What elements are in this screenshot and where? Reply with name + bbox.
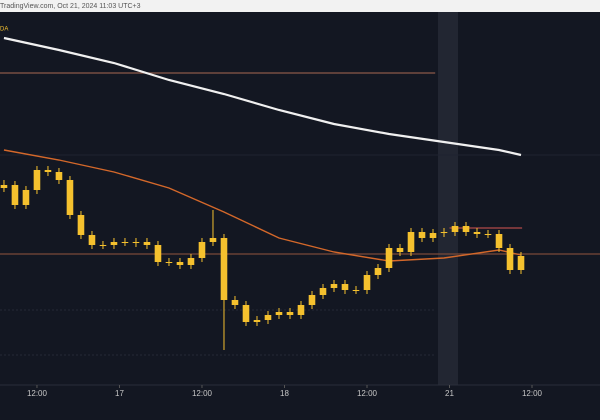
candle-body: [220, 238, 228, 300]
candle-body: [341, 284, 349, 290]
candle-body: [187, 258, 195, 265]
candle-body: [99, 245, 107, 246]
x-tick-label: 17: [115, 389, 124, 398]
candle-body: [0, 185, 8, 188]
x-tick-label: 12:00: [27, 389, 48, 398]
session-highlight: [438, 12, 458, 385]
candle-body: [154, 245, 162, 262]
candle-body: [132, 242, 140, 243]
x-tick-label: 12:00: [192, 389, 213, 398]
candle-body: [473, 232, 481, 234]
candle-body: [396, 248, 404, 252]
candle-body: [275, 312, 283, 315]
candle-body: [308, 295, 316, 305]
candle-body: [198, 242, 206, 258]
x-tick-label: 12:00: [522, 389, 543, 398]
candle-body: [462, 226, 470, 232]
x-tick-label: 21: [445, 389, 454, 398]
candle-body: [121, 242, 129, 243]
candle-body: [143, 242, 151, 245]
candle-body: [77, 215, 85, 235]
candle-body: [55, 172, 63, 180]
candle-body: [407, 232, 415, 252]
x-tick-label: 12:00: [357, 389, 378, 398]
candle-body: [418, 232, 426, 238]
moving-average: [3, 149, 522, 262]
candle-body: [330, 284, 338, 288]
candle-body: [517, 256, 525, 270]
candle-body: [495, 234, 503, 248]
candle-body: [165, 262, 173, 263]
candle-body: [11, 185, 19, 205]
moving-average: [3, 36, 522, 157]
candle-body: [440, 232, 448, 233]
x-tick-label: 18: [280, 389, 289, 398]
candle-body: [253, 320, 261, 322]
candle-body: [66, 180, 74, 215]
candle-body: [484, 234, 492, 235]
header-text: TradingView.com, Oct 21, 2024 11:03 UTC+…: [0, 3, 141, 10]
candle-body: [385, 248, 393, 268]
candle-body: [451, 226, 459, 232]
candle-body: [429, 233, 437, 238]
candle-body: [319, 288, 327, 295]
candle-body: [33, 170, 41, 190]
candle-body: [209, 238, 217, 242]
candle-body: [231, 300, 239, 305]
candle-body: [176, 262, 184, 265]
candle-body: [22, 190, 30, 205]
candle-body: [264, 315, 272, 320]
candle-body: [506, 248, 514, 270]
candle-body: [286, 312, 294, 315]
candle-body: [352, 290, 360, 291]
candle-body: [44, 170, 52, 172]
candle-body: [242, 305, 250, 322]
legend-text: DA: [0, 27, 8, 33]
candle-body: [297, 305, 305, 315]
candle-body: [110, 242, 118, 245]
header-bar: [0, 0, 600, 12]
axis-strip: [0, 385, 600, 420]
candle-body: [88, 235, 96, 245]
candle-body: [374, 268, 382, 275]
candle-body: [363, 275, 371, 290]
